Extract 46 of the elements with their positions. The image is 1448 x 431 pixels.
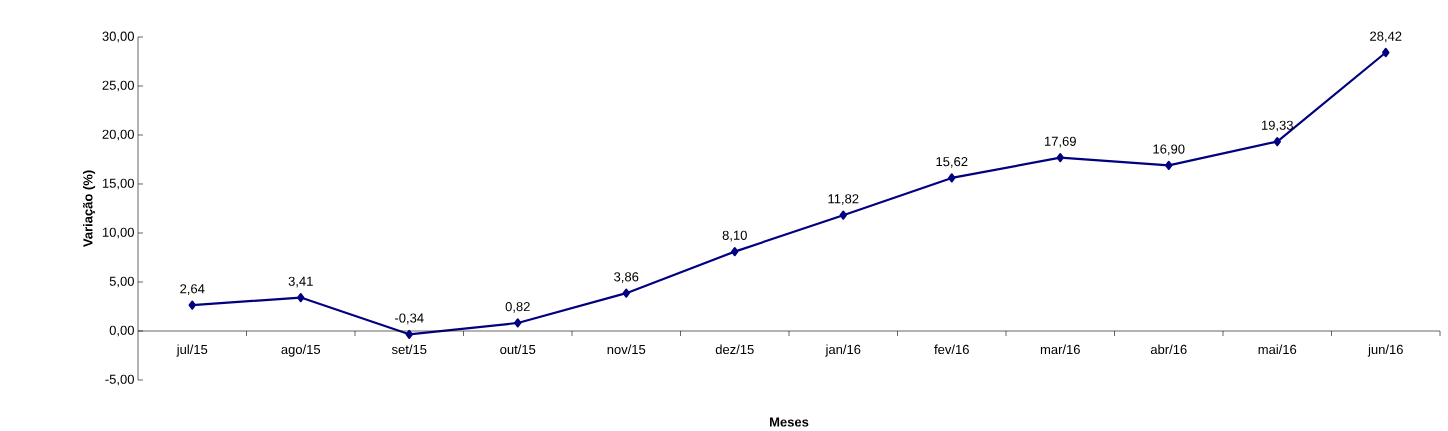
- point: [1056, 153, 1064, 163]
- point: [731, 247, 739, 257]
- data-label: 3,41: [288, 276, 313, 288]
- x-tick-label: nov/15: [607, 344, 646, 355]
- data-label: 17,69: [1044, 136, 1076, 148]
- point: [622, 288, 630, 298]
- data-label: 8,10: [722, 230, 747, 242]
- x-tick-label: mar/16: [1040, 344, 1080, 355]
- data-label: 16,90: [1153, 144, 1185, 156]
- y-tick-label: 10,00: [102, 227, 134, 239]
- point: [188, 300, 196, 310]
- y-tick-label: 30,00: [102, 31, 134, 43]
- point: [1165, 160, 1173, 170]
- x-tick-label: set/15: [391, 344, 427, 355]
- y-tick-label: -5,00: [105, 374, 134, 386]
- point: [1382, 47, 1390, 58]
- x-tick-label: fev/16: [934, 344, 969, 355]
- y-tick-label: 0,00: [109, 325, 134, 337]
- data-label: 0,82: [505, 302, 530, 313]
- x-tick-label: jan/16: [825, 344, 861, 357]
- point: [405, 329, 413, 339]
- y-tick-label: 15,00: [102, 178, 134, 190]
- x-tick-label: jul/15: [176, 344, 208, 357]
- y-tick-label: 20,00: [102, 129, 134, 141]
- data-label: 15,62: [936, 156, 968, 168]
- point: [948, 173, 956, 183]
- y-tick-label: 5,00: [109, 276, 134, 288]
- data-label: 3,86: [614, 272, 639, 283]
- point: [839, 210, 847, 220]
- y-axis-title: Variação (%): [82, 170, 96, 248]
- data-label: 19,33: [1261, 120, 1293, 132]
- point: [297, 292, 305, 303]
- data-label: 11,82: [828, 194, 859, 205]
- x-tick-label: out/15: [500, 344, 536, 355]
- x-tick-label: mai/16: [1258, 344, 1297, 355]
- point: [1273, 136, 1281, 147]
- data-label: 28,42: [1370, 31, 1402, 43]
- point: [514, 318, 522, 328]
- x-tick-label: ago/15: [281, 344, 321, 357]
- x-tick-label: abr/16: [1150, 344, 1187, 355]
- x-tick-label: jun/16: [1367, 344, 1403, 357]
- x-axis-title: Meses: [770, 417, 809, 427]
- x-tick-label: dez/15: [715, 344, 754, 355]
- y-tick-label: 25,00: [102, 80, 134, 92]
- data-label: 2,64: [180, 284, 205, 295]
- data-label: -0,34: [395, 313, 424, 325]
